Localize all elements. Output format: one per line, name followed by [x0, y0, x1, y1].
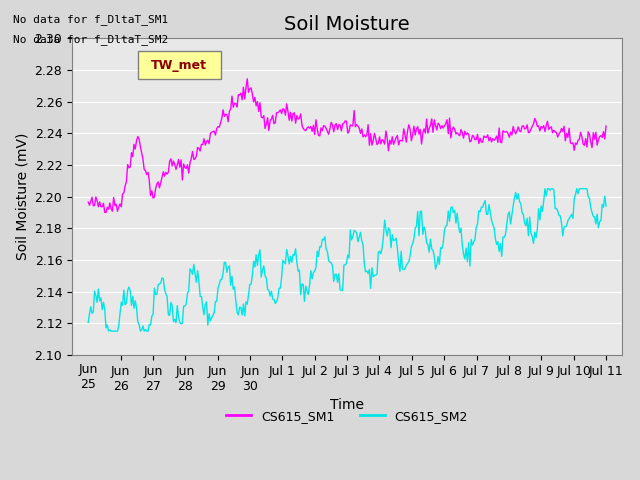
CS615_SM1 [451, 126, 458, 132]
CS615_SM2 [465, 240, 472, 246]
Text: Jun
25: Jun 25 [79, 363, 98, 391]
Line: CS615_SM2: CS615_SM2 [88, 189, 606, 331]
Y-axis label: Soil Moisture (mV): Soil Moisture (mV) [15, 133, 29, 260]
CS615_SM2 [552, 205, 560, 211]
CS615_SM1 [241, 96, 248, 102]
Text: No data for f_DltaT_SM1: No data for f_DltaT_SM1 [13, 14, 168, 25]
Text: No data for f_DltaT_SM2: No data for f_DltaT_SM2 [13, 34, 168, 45]
CS615_SM2 [84, 320, 92, 325]
CS615_SM1 [374, 140, 382, 146]
CS615_SM1 [243, 76, 251, 82]
CS615_SM2 [373, 271, 381, 277]
CS615_SM2 [602, 203, 610, 209]
CS615_SM2 [105, 328, 113, 334]
Line: CS615_SM1: CS615_SM1 [88, 79, 606, 213]
CS615_SM1 [101, 210, 109, 216]
CS615_SM2 [241, 313, 248, 319]
CS615_SM1 [84, 199, 92, 205]
Legend: CS615_SM1, CS615_SM2: CS615_SM1, CS615_SM2 [221, 405, 473, 428]
FancyBboxPatch shape [138, 51, 221, 80]
CS615_SM1 [552, 130, 560, 135]
CS615_SM2 [259, 267, 266, 273]
CS615_SM2 [541, 186, 549, 192]
CS615_SM2 [449, 210, 457, 216]
X-axis label: Time: Time [330, 398, 364, 412]
Title: Soil Moisture: Soil Moisture [284, 15, 410, 34]
CS615_SM1 [466, 139, 474, 144]
CS615_SM1 [602, 123, 610, 129]
Text: TW_met: TW_met [151, 59, 207, 72]
CS615_SM1 [260, 113, 268, 119]
